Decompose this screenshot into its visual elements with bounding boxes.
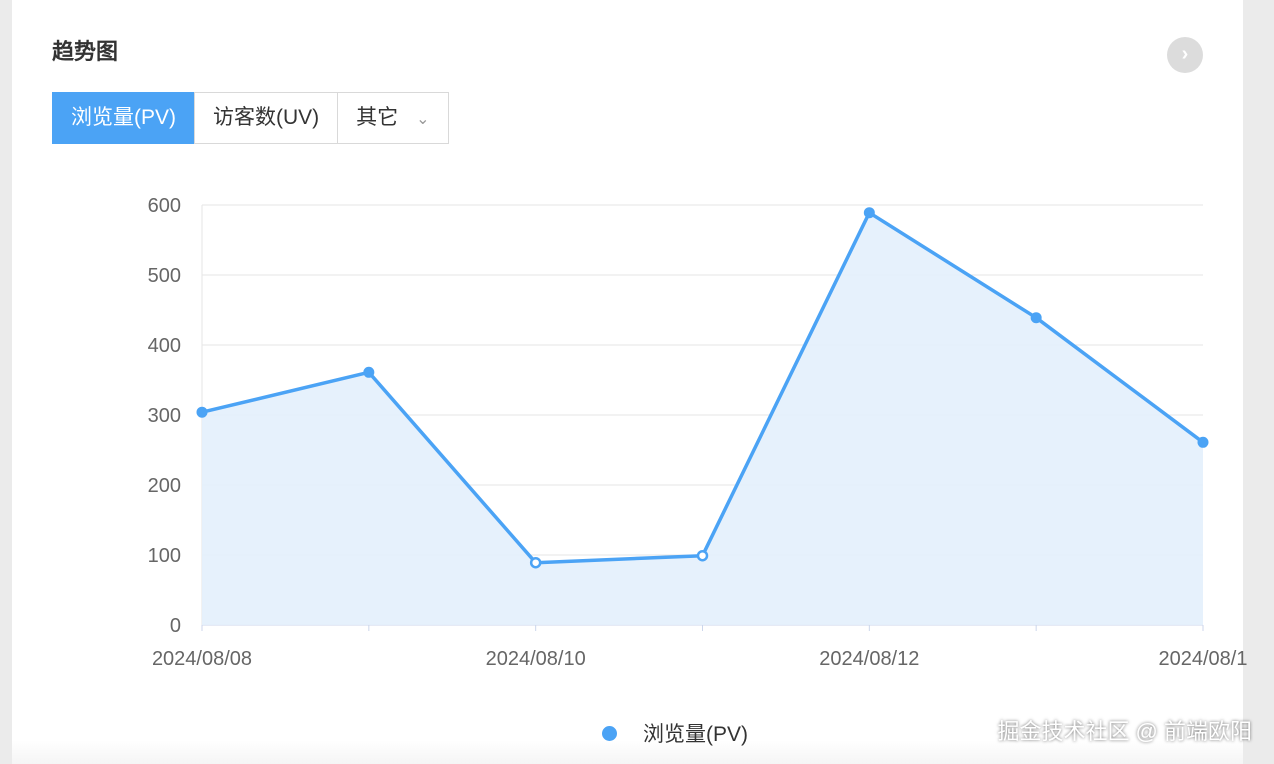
legend-label: 浏览量(PV) — [643, 723, 748, 746]
chevron-down-icon: ⌄ — [416, 111, 430, 128]
watermark: 掘金技术社区 @ 前端欧阳 — [997, 719, 1252, 744]
y-tick-label: 400 — [148, 335, 181, 357]
data-point — [1030, 312, 1042, 324]
data-point — [529, 556, 542, 569]
data-point — [696, 549, 709, 562]
y-tick-label: 100 — [148, 545, 181, 567]
area-fill — [202, 212, 1203, 625]
tab-other-label: 其它 — [356, 106, 399, 129]
data-point — [196, 406, 208, 418]
y-tick-label: 0 — [170, 615, 181, 637]
page-title: 趋势图 — [52, 39, 119, 64]
x-tick-label: 2024/08/10 — [486, 648, 586, 670]
tab-other-dropdown[interactable]: 其它 ⌄ — [337, 92, 449, 144]
x-tick-label: 2024/08/08 — [152, 648, 252, 670]
chevron-right-circle-icon[interactable]: › — [1167, 37, 1203, 73]
x-tick-label: 2024/08/12 — [819, 648, 919, 670]
y-tick-label: 600 — [148, 195, 181, 217]
y-tick-label: 500 — [148, 265, 181, 287]
y-tick-label: 200 — [148, 475, 181, 497]
data-point — [363, 366, 375, 378]
y-tick-label: 300 — [148, 405, 181, 427]
legend-item-pv[interactable]: 浏览量(PV) — [602, 718, 748, 748]
x-tick-label: 2024/08/1 — [1159, 648, 1248, 670]
tab-uv[interactable]: 访客数(UV) — [194, 92, 339, 144]
bottom-fade — [0, 740, 1274, 764]
tab-pv[interactable]: 浏览量(PV) — [52, 92, 195, 144]
metric-tabs: 浏览量(PV) 访客数(UV) 其它 ⌄ — [52, 92, 449, 144]
legend-marker — [602, 725, 617, 741]
data-point — [1197, 436, 1209, 448]
data-point — [863, 207, 875, 219]
